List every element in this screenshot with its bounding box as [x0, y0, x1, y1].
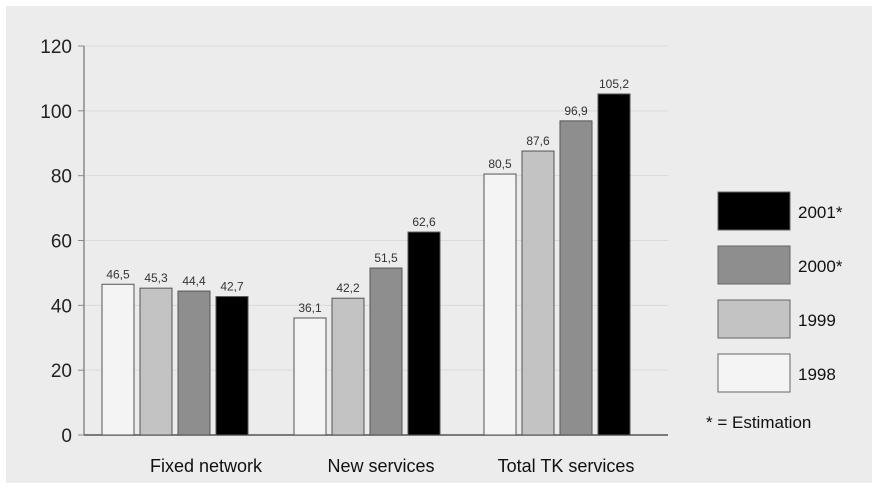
data-label: 42,7	[220, 280, 244, 294]
y-tick-label: 60	[51, 232, 72, 253]
chart-container: 0 20 40 60 80 100 120 46,5 45,3 44,4 42,7 36,1 42,2…	[6, 6, 872, 483]
category-label: Total TK services	[498, 456, 635, 476]
y-tick-label: 120	[40, 37, 72, 58]
bar	[139, 287, 173, 436]
bar	[177, 290, 211, 436]
category-labels: Fixed network New services Total TK servic…	[150, 456, 634, 476]
y-tick-label: 0	[61, 426, 72, 447]
bar	[483, 173, 517, 436]
bar-chart: 0 20 40 60 80 100 120 46,5 45,3 44,4 42,7 36,1 42,2…	[40, 37, 843, 476]
data-label: 80,5	[488, 157, 512, 171]
data-label: 87,6	[526, 134, 550, 148]
bar	[101, 283, 135, 436]
y-axis: 0 20 40 60 80 100 120	[40, 37, 85, 447]
y-tick-label: 80	[51, 167, 72, 188]
y-tick-label: 40	[51, 296, 72, 317]
bar	[215, 296, 249, 436]
bar	[597, 93, 631, 436]
category-label: New services	[327, 456, 434, 476]
legend-label: 2001*	[798, 203, 843, 222]
data-label: 44,4	[182, 274, 206, 288]
data-label: 46,5	[106, 267, 130, 281]
y-tick-label: 100	[40, 102, 72, 123]
bar	[369, 267, 403, 436]
legend-swatch	[717, 299, 791, 339]
legend: 2001* 2000* 1999 1998 * = Estimation	[706, 191, 843, 432]
legend-swatch	[717, 353, 791, 393]
bar	[407, 231, 441, 436]
estimation-note: * = Estimation	[706, 413, 811, 432]
y-tick-label: 20	[51, 361, 72, 382]
legend-label: 1999	[798, 311, 836, 330]
data-label: 51,5	[374, 251, 398, 265]
legend-swatch	[717, 245, 791, 285]
bar	[331, 297, 365, 436]
data-label: 45,3	[144, 271, 168, 285]
legend-label: 1998	[798, 365, 836, 384]
legend-label: 2000*	[798, 257, 843, 276]
data-label: 36,1	[298, 301, 322, 315]
bar	[293, 317, 327, 436]
bar	[521, 150, 555, 436]
category-label: Fixed network	[150, 456, 263, 476]
legend-swatch	[717, 191, 791, 231]
data-label: 96,9	[564, 104, 588, 118]
bars: 46,5 45,3 44,4 42,7 36,1 42,2 51,5 62,6 80,5 87,6…	[101, 77, 631, 436]
data-label: 42,2	[336, 281, 360, 295]
bar	[559, 120, 593, 436]
data-label: 105,2	[599, 77, 629, 91]
data-label: 62,6	[412, 215, 436, 229]
